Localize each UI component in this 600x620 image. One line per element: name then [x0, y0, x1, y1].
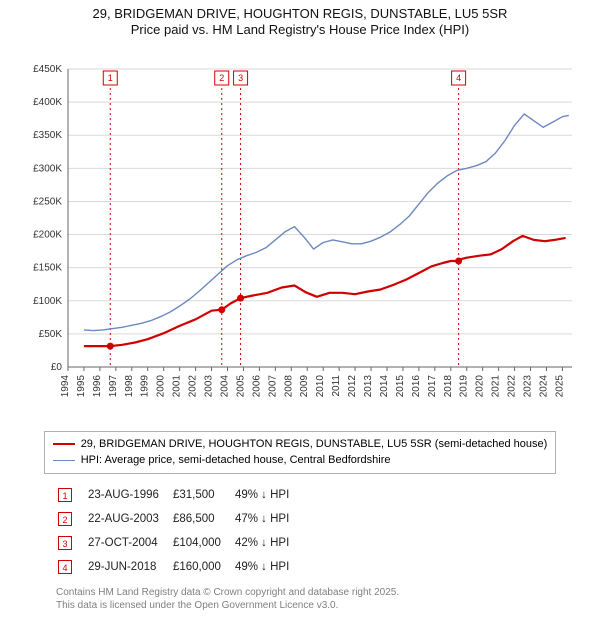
svg-text:2020: 2020 [475, 374, 486, 397]
svg-text:1: 1 [108, 73, 113, 83]
svg-text:£0: £0 [51, 362, 63, 373]
legend-swatch [53, 443, 75, 445]
svg-text:2011: 2011 [331, 374, 342, 396]
legend-item: 29, BRIDGEMAN DRIVE, HOUGHTON REGIS, DUN… [53, 436, 548, 453]
svg-text:2008: 2008 [283, 374, 294, 397]
svg-text:2006: 2006 [251, 374, 262, 397]
svg-text:2003: 2003 [204, 374, 215, 397]
sale-index: 3 [58, 532, 86, 554]
legend-item: HPI: Average price, semi-detached house,… [53, 452, 548, 469]
chart-container: 29, BRIDGEMAN DRIVE, HOUGHTON REGIS, DUN… [0, 0, 600, 620]
svg-text:2002: 2002 [188, 374, 199, 397]
sale-date: 23-AUG-1996 [88, 484, 171, 506]
svg-text:2025: 2025 [554, 374, 565, 397]
svg-text:2009: 2009 [299, 374, 310, 397]
svg-text:2: 2 [219, 73, 224, 83]
svg-text:2024: 2024 [538, 374, 549, 397]
sale-price: £31,500 [173, 484, 233, 506]
svg-text:2010: 2010 [315, 374, 326, 397]
svg-text:3: 3 [238, 73, 243, 83]
svg-text:1995: 1995 [76, 374, 87, 397]
svg-text:£150K: £150K [33, 262, 62, 273]
svg-text:2015: 2015 [395, 374, 406, 397]
sale-date: 22-AUG-2003 [88, 508, 171, 530]
sales-table: 123-AUG-1996£31,50049% ↓ HPI222-AUG-2003… [56, 482, 303, 580]
svg-text:2012: 2012 [347, 374, 358, 397]
svg-text:1999: 1999 [140, 374, 151, 397]
svg-text:2017: 2017 [427, 374, 438, 397]
svg-text:2021: 2021 [491, 374, 502, 397]
svg-text:2005: 2005 [235, 374, 246, 397]
sale-price: £160,000 [173, 556, 233, 578]
sale-vs-hpi: 42% ↓ HPI [235, 532, 301, 554]
svg-text:2013: 2013 [363, 374, 374, 397]
svg-text:2007: 2007 [267, 374, 278, 397]
sales-row: 222-AUG-2003£86,50047% ↓ HPI [58, 508, 301, 530]
svg-text:£200K: £200K [33, 229, 62, 240]
svg-text:£300K: £300K [33, 163, 62, 174]
svg-text:1998: 1998 [124, 374, 135, 397]
svg-text:4: 4 [456, 73, 461, 83]
svg-text:2014: 2014 [379, 374, 390, 397]
title-line-2: Price paid vs. HM Land Registry's House … [93, 22, 508, 38]
svg-text:£250K: £250K [33, 196, 62, 207]
sale-index: 1 [58, 484, 86, 506]
svg-text:1996: 1996 [92, 374, 103, 397]
title-line-1: 29, BRIDGEMAN DRIVE, HOUGHTON REGIS, DUN… [93, 6, 508, 22]
svg-text:2019: 2019 [459, 374, 470, 397]
legend-label: HPI: Average price, semi-detached house,… [81, 452, 391, 469]
sale-price: £104,000 [173, 532, 233, 554]
legend-swatch [53, 460, 75, 461]
svg-text:2022: 2022 [507, 374, 518, 397]
legend-label: 29, BRIDGEMAN DRIVE, HOUGHTON REGIS, DUN… [81, 436, 548, 453]
sales-row: 429-JUN-2018£160,00049% ↓ HPI [58, 556, 301, 578]
svg-text:£100K: £100K [33, 295, 62, 306]
svg-text:2004: 2004 [219, 374, 230, 397]
svg-text:£450K: £450K [33, 64, 62, 75]
sale-index: 2 [58, 508, 86, 530]
legend: 29, BRIDGEMAN DRIVE, HOUGHTON REGIS, DUN… [44, 431, 557, 474]
svg-text:2018: 2018 [443, 374, 454, 397]
sale-index: 4 [58, 556, 86, 578]
sale-vs-hpi: 47% ↓ HPI [235, 508, 301, 530]
sale-vs-hpi: 49% ↓ HPI [235, 484, 301, 506]
svg-text:1997: 1997 [108, 374, 119, 397]
footer-line-1: Contains HM Land Registry data © Crown c… [56, 586, 399, 599]
svg-text:£400K: £400K [33, 97, 62, 108]
svg-text:2016: 2016 [411, 374, 422, 397]
footer-line-2: This data is licensed under the Open Gov… [56, 599, 399, 612]
sale-vs-hpi: 49% ↓ HPI [235, 556, 301, 578]
chart-title-block: 29, BRIDGEMAN DRIVE, HOUGHTON REGIS, DUN… [93, 6, 508, 39]
chart-svg: £0 £50K £100K £150K £200K £250K £300K £350K £400… [20, 45, 580, 425]
svg-text:2023: 2023 [523, 374, 534, 397]
sale-date: 29-JUN-2018 [88, 556, 171, 578]
sale-price: £86,500 [173, 508, 233, 530]
svg-text:1994: 1994 [60, 374, 71, 397]
svg-text:2000: 2000 [156, 374, 167, 397]
sale-date: 27-OCT-2004 [88, 532, 171, 554]
svg-text:£350K: £350K [33, 130, 62, 141]
footer-attribution: Contains HM Land Registry data © Crown c… [56, 586, 399, 612]
svg-text:2001: 2001 [172, 374, 183, 397]
sales-row: 327-OCT-2004£104,00042% ↓ HPI [58, 532, 301, 554]
chart-plot-area: £0 £50K £100K £150K £200K £250K £300K £350K £400… [20, 45, 580, 425]
sales-row: 123-AUG-1996£31,50049% ↓ HPI [58, 484, 301, 506]
svg-text:£50K: £50K [39, 328, 63, 339]
